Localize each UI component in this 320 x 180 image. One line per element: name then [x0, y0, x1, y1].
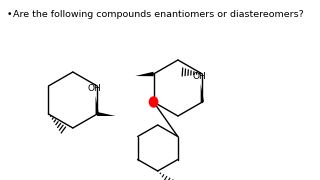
Text: •: • — [7, 10, 12, 19]
Text: OH: OH — [87, 84, 101, 93]
Text: OH: OH — [192, 72, 206, 81]
Polygon shape — [97, 112, 116, 116]
Text: Are the following compounds enantiomers or diastereomers?: Are the following compounds enantiomers … — [13, 10, 304, 19]
Circle shape — [149, 97, 158, 107]
Polygon shape — [96, 96, 99, 114]
Polygon shape — [135, 72, 154, 76]
Polygon shape — [201, 84, 204, 102]
